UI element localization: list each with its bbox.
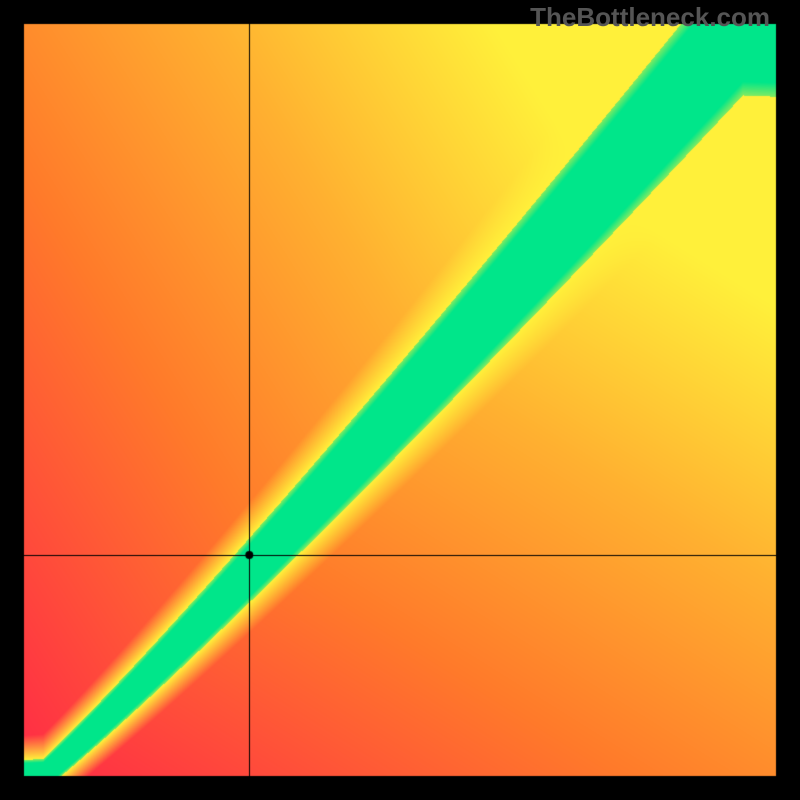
watermark-text: TheBottleneck.com [530, 2, 770, 33]
heatmap-canvas [0, 0, 800, 800]
bottleneck-heatmap-chart: TheBottleneck.com [0, 0, 800, 800]
